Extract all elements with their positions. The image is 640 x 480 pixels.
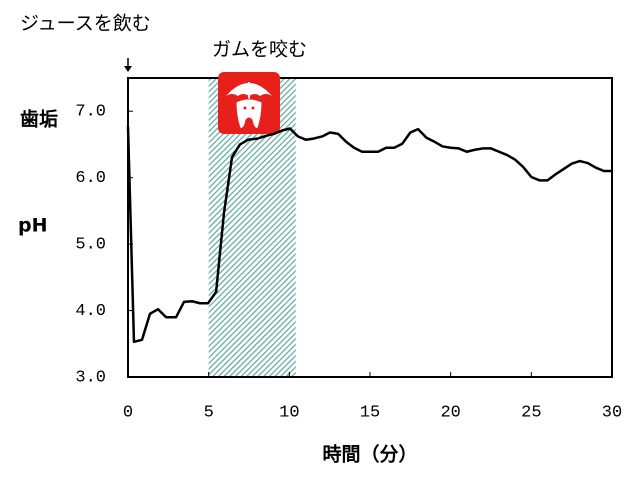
y-axis-label: 歯垢 — [20, 108, 58, 131]
x-tick-label: 15 — [360, 403, 380, 422]
x-tick-label: 30 — [602, 403, 622, 422]
plot-frame — [127, 77, 613, 378]
y-tick-label: 6.0 — [75, 169, 106, 188]
x-tick-label: 20 — [440, 403, 460, 422]
x-tick-label: 10 — [279, 403, 299, 422]
arrow-head — [124, 66, 132, 72]
y-tick-label: 7.0 — [75, 103, 106, 122]
x-tick-label: 5 — [204, 403, 214, 422]
y-tick-label: 5.0 — [75, 236, 106, 255]
x-tick-label: 25 — [521, 403, 541, 422]
data-line — [126, 126, 612, 344]
x-axis-label: 時間（分） — [322, 443, 417, 466]
annotation: ジュースを飲む — [20, 13, 151, 35]
y-tick-label: 4.0 — [75, 302, 106, 321]
y-tick-label: 3.0 — [75, 368, 106, 387]
gum-icon — [218, 72, 280, 134]
annotation: ガムを咬む — [212, 39, 307, 61]
y-axis-label: pH — [18, 215, 48, 237]
x-tick-label: 0 — [123, 403, 133, 422]
